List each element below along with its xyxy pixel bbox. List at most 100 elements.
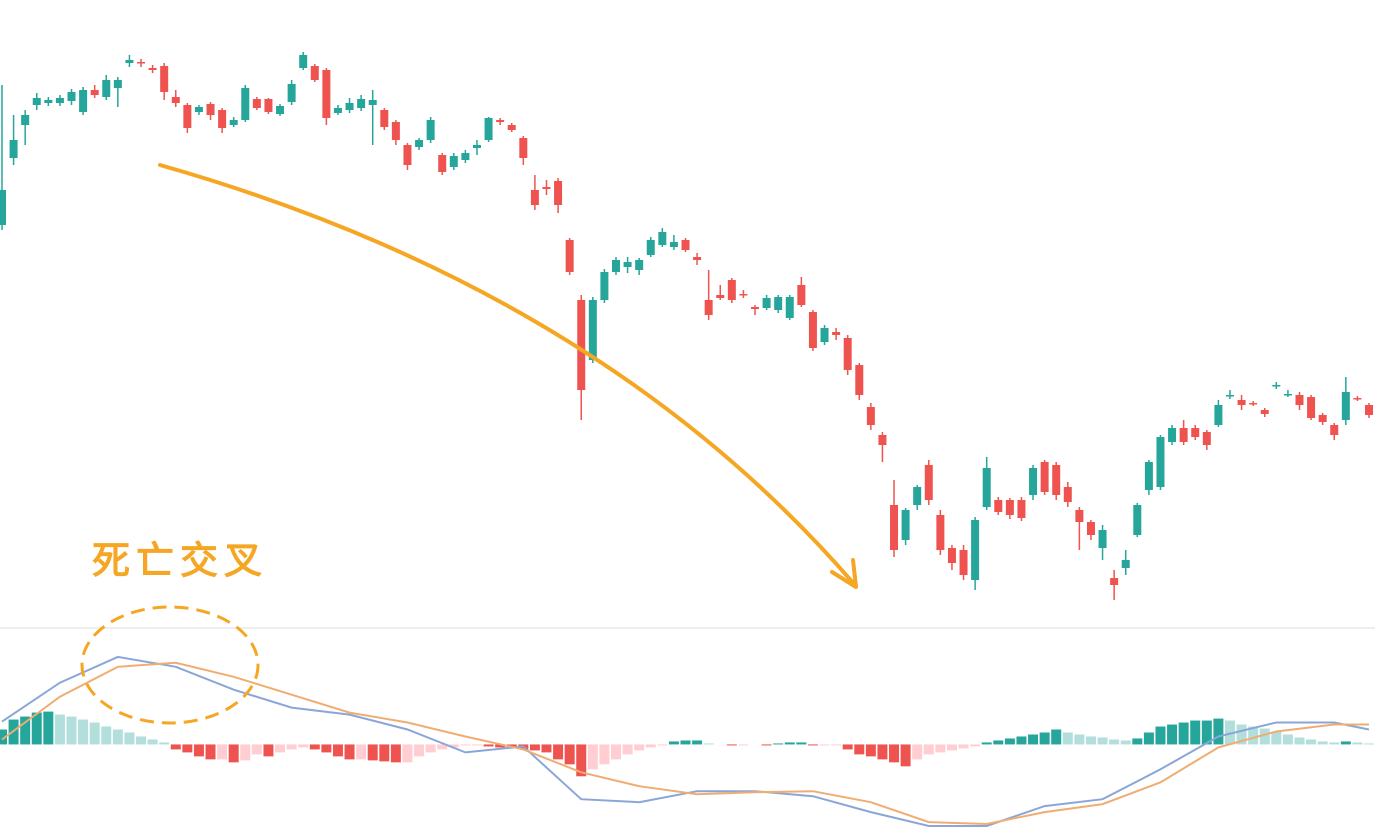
- candle-body: [194, 107, 203, 112]
- histogram-bar: [263, 744, 274, 757]
- candle-body: [1365, 405, 1373, 415]
- candle-body: [102, 80, 111, 97]
- candle-body: [449, 156, 458, 167]
- candle-body: [1249, 403, 1258, 405]
- candle-body: [1017, 500, 1026, 518]
- histogram-bar: [1317, 741, 1328, 745]
- histogram-bar: [819, 744, 830, 746]
- candle-body: [1179, 428, 1188, 442]
- candle-body: [1237, 400, 1246, 405]
- histogram-bar: [495, 744, 506, 748]
- candle-body: [264, 99, 273, 112]
- candle-body: [252, 99, 261, 108]
- candle-body: [785, 297, 794, 318]
- candle-body: [530, 190, 539, 205]
- histogram-bar: [1097, 737, 1108, 745]
- histogram-bar: [981, 742, 992, 745]
- histogram-bar: [564, 744, 575, 765]
- histogram-bar: [1329, 742, 1340, 745]
- candle-body: [1133, 505, 1142, 535]
- histogram-bar: [182, 744, 193, 753]
- candle-body: [21, 115, 30, 125]
- candle-body: [160, 66, 169, 92]
- histogram-bar: [286, 744, 297, 750]
- candle-body: [1330, 425, 1339, 435]
- candle-body: [855, 365, 864, 395]
- histogram-bar: [1028, 734, 1039, 745]
- histogram-bar: [854, 744, 865, 755]
- candle-body: [90, 90, 99, 95]
- histogram-bar: [1143, 732, 1154, 745]
- histogram-bar: [1201, 720, 1212, 745]
- candle-body: [1260, 410, 1269, 414]
- candle-body: [426, 120, 435, 140]
- candle-body: [739, 294, 748, 296]
- candle-body: [936, 515, 945, 550]
- histogram-bar: [761, 744, 772, 746]
- price-panel: [0, 52, 1373, 600]
- candle-body: [310, 66, 319, 80]
- candle-body: [1063, 487, 1072, 502]
- histogram-bar: [31, 712, 42, 745]
- candle-body: [727, 280, 736, 300]
- candle-body: [681, 240, 690, 250]
- histogram-bar: [193, 744, 204, 757]
- histogram-bar: [425, 744, 436, 753]
- histogram-bar: [217, 744, 228, 760]
- candle-body: [866, 407, 875, 425]
- candle-body: [171, 97, 180, 103]
- histogram-bar: [147, 739, 158, 745]
- candle-body: [1029, 468, 1038, 495]
- histogram-bar: [993, 740, 1004, 745]
- histogram-bar: [692, 740, 703, 745]
- candle-body: [472, 145, 481, 148]
- histogram-bar: [668, 741, 679, 745]
- candle-body: [1295, 395, 1304, 405]
- histogram-bar: [807, 744, 818, 746]
- histogram-bar: [483, 744, 494, 747]
- candle-body: [565, 240, 574, 272]
- candle-body: [287, 84, 296, 102]
- histogram-bar: [159, 742, 170, 745]
- candle-body: [438, 155, 447, 172]
- trend-arrow: [158, 163, 857, 587]
- candle-body: [1272, 385, 1281, 387]
- histogram-bar: [240, 744, 251, 761]
- histogram-bar: [101, 726, 112, 745]
- histogram-bar: [773, 743, 784, 745]
- candle-body: [1040, 462, 1049, 492]
- histogram-bar: [576, 744, 587, 777]
- histogram-bar: [587, 744, 598, 770]
- annotation: 死亡交叉: [92, 539, 268, 583]
- candle-body: [368, 100, 377, 105]
- histogram-bar: [923, 744, 934, 755]
- histogram-bar: [402, 744, 413, 763]
- candle-body: [496, 120, 505, 122]
- candle-body: [380, 110, 389, 127]
- candle-body: [1202, 432, 1211, 445]
- histogram-bar: [645, 744, 656, 748]
- histogram-bar: [610, 744, 621, 760]
- indicator-line: [1, 655, 1370, 827]
- histogram-bar: [390, 744, 401, 763]
- candle-body: [9, 140, 18, 158]
- candle-body: [345, 103, 354, 110]
- candle-body: [1052, 465, 1061, 495]
- candle-body: [1144, 462, 1153, 490]
- histogram-bar: [634, 744, 645, 751]
- candle-body: [1283, 394, 1292, 396]
- histogram-bar: [205, 744, 216, 760]
- candle-body: [611, 260, 620, 272]
- candle-body: [646, 240, 655, 255]
- candle-body: [79, 90, 88, 112]
- candle-body: [774, 297, 783, 310]
- candle-body: [229, 120, 238, 125]
- histogram-bar: [228, 744, 239, 763]
- histogram-bar: [298, 744, 309, 748]
- histogram-bar: [275, 744, 286, 753]
- arrow-head: [830, 558, 858, 589]
- histogram-bar: [1167, 724, 1178, 745]
- candle-body: [1225, 395, 1234, 397]
- histogram-bar: [1271, 731, 1282, 745]
